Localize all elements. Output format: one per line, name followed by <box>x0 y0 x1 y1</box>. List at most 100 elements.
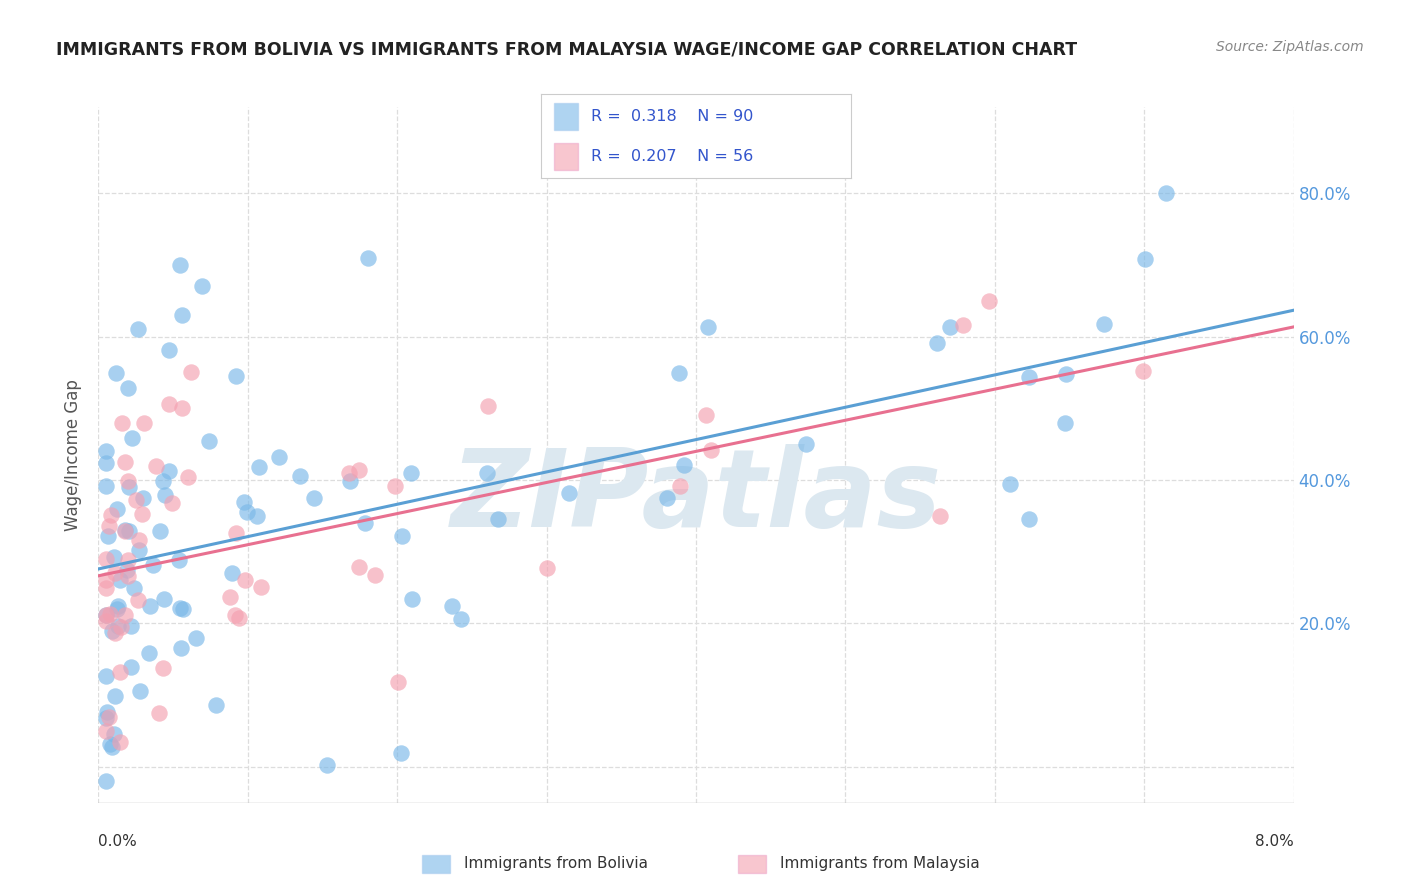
Point <box>796 437 818 451</box>
Point <box>672 458 695 472</box>
Point <box>225 368 247 383</box>
Point <box>558 486 581 500</box>
Point <box>389 746 412 760</box>
Point <box>139 599 162 613</box>
Point <box>131 491 153 505</box>
Point <box>94 774 117 789</box>
Point <box>104 689 127 703</box>
Point <box>107 599 129 613</box>
Point <box>125 493 148 508</box>
Point <box>235 505 257 519</box>
Point <box>1154 186 1177 200</box>
Point <box>117 381 139 395</box>
Point <box>536 561 558 575</box>
Point <box>121 431 143 445</box>
Bar <box>554 103 578 130</box>
Point <box>1133 252 1156 267</box>
Point <box>349 463 371 477</box>
Point <box>117 475 139 489</box>
Point <box>1054 416 1077 430</box>
Point <box>149 524 172 538</box>
Point <box>172 602 194 616</box>
Point <box>105 366 128 380</box>
Text: R =  0.207    N = 56: R = 0.207 N = 56 <box>591 149 754 164</box>
Point <box>115 563 138 577</box>
Point <box>450 612 472 626</box>
Point <box>401 591 423 606</box>
Bar <box>422 855 450 873</box>
Text: R =  0.318    N = 90: R = 0.318 N = 90 <box>591 109 754 124</box>
Point <box>108 573 131 587</box>
Point <box>94 711 117 725</box>
Point <box>94 614 117 628</box>
Point <box>111 416 134 430</box>
Point <box>167 553 190 567</box>
Point <box>122 582 145 596</box>
Point <box>117 568 139 582</box>
Point <box>94 456 117 470</box>
Point <box>354 516 377 530</box>
Point <box>101 739 124 754</box>
Point <box>103 727 125 741</box>
Point <box>695 408 717 422</box>
Point <box>142 558 165 572</box>
Point <box>475 466 498 480</box>
Point <box>700 442 723 457</box>
Point <box>224 607 246 622</box>
Point <box>105 502 128 516</box>
Point <box>103 626 125 640</box>
Point <box>152 661 174 675</box>
Point <box>132 417 155 431</box>
Point <box>157 464 180 478</box>
Point <box>302 491 325 505</box>
Point <box>128 542 150 557</box>
Point <box>117 553 139 567</box>
Text: IMMIGRANTS FROM BOLIVIA VS IMMIGRANTS FROM MALAYSIA WAGE/INCOME GAP CORRELATION : IMMIGRANTS FROM BOLIVIA VS IMMIGRANTS FR… <box>56 40 1077 58</box>
Point <box>131 507 153 521</box>
Point <box>118 524 141 538</box>
Point <box>114 608 136 623</box>
Point <box>938 320 960 334</box>
Point <box>138 647 160 661</box>
Point <box>1132 364 1154 378</box>
Point <box>225 526 247 541</box>
Point <box>247 460 270 475</box>
Point <box>114 455 136 469</box>
Text: 8.0%: 8.0% <box>1254 834 1294 849</box>
Point <box>101 624 124 638</box>
Point <box>98 607 121 621</box>
Point <box>100 508 122 523</box>
Point <box>105 602 128 616</box>
Point <box>401 467 423 481</box>
Point <box>94 724 117 739</box>
Point <box>96 705 118 719</box>
Point <box>129 684 152 698</box>
Point <box>120 619 142 633</box>
Point <box>347 559 370 574</box>
Point <box>98 519 121 533</box>
Point <box>103 566 125 580</box>
Point <box>250 580 273 594</box>
Point <box>696 319 718 334</box>
Point <box>979 293 1001 308</box>
Point <box>221 566 243 581</box>
Point <box>180 366 202 380</box>
Bar <box>554 143 578 169</box>
Point <box>94 443 117 458</box>
Point <box>290 469 312 483</box>
Point <box>94 607 117 622</box>
Text: ZIPatlas: ZIPatlas <box>450 443 942 549</box>
Point <box>118 480 141 494</box>
Point <box>94 551 117 566</box>
Point <box>232 495 254 509</box>
Point <box>927 335 949 350</box>
Point <box>103 549 125 564</box>
Point <box>1018 512 1040 526</box>
Point <box>114 524 136 538</box>
Point <box>170 640 193 655</box>
Point <box>998 477 1021 491</box>
Text: Immigrants from Bolivia: Immigrants from Bolivia <box>464 855 648 871</box>
Point <box>1018 370 1040 384</box>
Text: Source: ZipAtlas.com: Source: ZipAtlas.com <box>1216 40 1364 54</box>
Point <box>94 581 117 595</box>
